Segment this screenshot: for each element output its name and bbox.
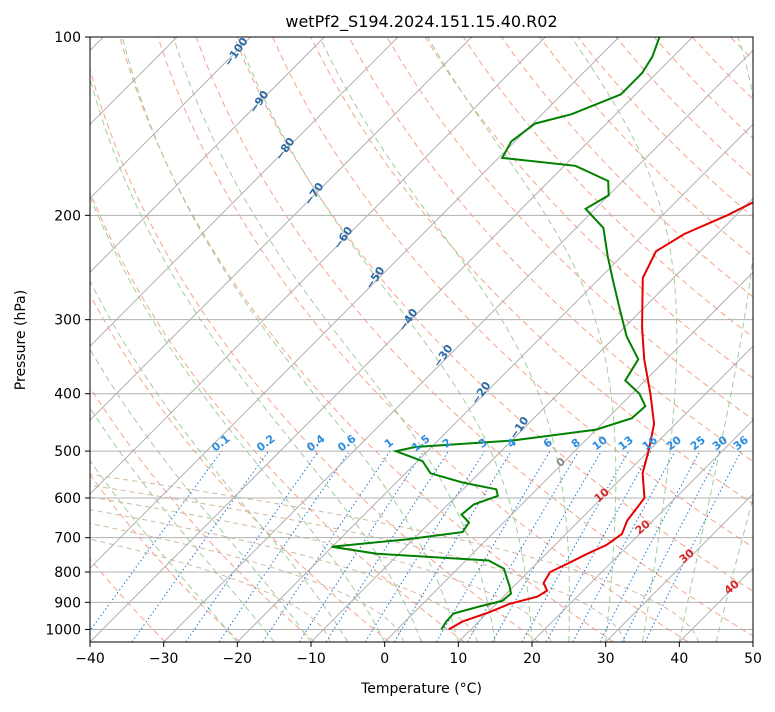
dry-adiabat: [5, 37, 389, 642]
x-tick-label: −30: [149, 651, 179, 667]
mixing-ratio-label: 8: [569, 436, 583, 451]
dry-adiabat: [387, 37, 775, 642]
isotherm-gridline: [385, 37, 775, 642]
x-axis-ticks: −40 −30 −20 −10 0 10 20 30 40 50: [75, 642, 762, 667]
dry-adiabat: [769, 37, 775, 642]
ept-line: [0, 37, 478, 642]
x-axis-label: Temperature (°C): [360, 681, 482, 697]
ept-label: 20: [633, 517, 653, 537]
mixing-ratio-label: 1: [382, 436, 396, 451]
dry-adiabat: [0, 37, 315, 642]
y-tick-label: 700: [54, 531, 81, 547]
y-tick-label: 1000: [45, 622, 81, 638]
dry-adiabat: [158, 37, 688, 642]
y-axis-label: Pressure (hPa): [13, 290, 29, 390]
chart-title: wetPf2_S194.2024.151.15.40.R02: [285, 12, 557, 32]
isotherm-gridline: [679, 37, 775, 642]
mixing-ratio-label: 36: [731, 433, 751, 453]
background-lines: [0, 37, 775, 642]
isotherm-gridline: [90, 37, 693, 642]
y-tick-label: 300: [54, 313, 81, 329]
plot-frame: [90, 37, 753, 642]
isentrope-label: −20: [469, 379, 494, 407]
ept-label: 10: [592, 485, 612, 505]
x-tick-label: −40: [75, 651, 105, 667]
y-tick-label: 400: [54, 387, 81, 403]
dry-adiabat: [311, 37, 775, 642]
temperature-profile: [449, 37, 775, 629]
mixing-ratio-line: [82, 451, 222, 642]
ept-label: 0: [554, 455, 568, 470]
moist-adiabat: [122, 37, 458, 642]
y-tick-label: 800: [54, 565, 81, 581]
y-tick-label: 600: [54, 491, 81, 507]
mixing-ratio-label: 16: [640, 433, 660, 453]
dry-adiabat: [425, 37, 775, 642]
isentrope-label: −80: [273, 135, 298, 163]
mixing-ratio-label: 13: [616, 433, 636, 453]
isentrope-label: −70: [302, 180, 327, 208]
dry-adiabat: [349, 37, 775, 642]
moist-adiabat: [0, 37, 311, 642]
isentrope-label: −90: [247, 88, 272, 116]
y-tick-label: 100: [54, 30, 81, 46]
x-tick-label: −10: [296, 651, 326, 667]
mixing-ratio-line: [219, 451, 349, 642]
mixing-ratio-line: [326, 451, 448, 642]
moist-adiabat: [716, 37, 775, 642]
moist-adiabat: [80, 37, 421, 642]
dry-adiabat: [463, 37, 775, 642]
ept-label: 40: [722, 577, 742, 597]
dry-adiabat: [654, 37, 775, 642]
isotherm-gridline: [0, 37, 398, 642]
isotherm-gridline: [458, 37, 775, 642]
mixing-ratio-line: [365, 451, 484, 642]
moist-adiabat: [0, 37, 237, 642]
x-tick-label: 40: [670, 651, 688, 667]
moist-adiabat: [0, 37, 274, 642]
x-tick-label: 0: [380, 651, 389, 667]
mixing-ratio-line: [522, 451, 629, 642]
ept-line: [0, 37, 404, 642]
y-axis-ticks: 100 200 300 400 500 600 700 800 900 1000: [45, 30, 90, 638]
isotherm-gridline: [0, 37, 545, 642]
isentrope-label: −60: [331, 224, 356, 252]
grid-lines: [0, 37, 775, 642]
mixing-ratio-label: 30: [710, 433, 730, 453]
x-tick-label: 10: [449, 651, 467, 667]
dry-adiabat: [196, 37, 763, 642]
mixing-ratio-line: [622, 451, 720, 642]
x-tick-label: 50: [744, 651, 762, 667]
dry-adiabat: [692, 37, 775, 642]
moist-adiabat: [45, 37, 385, 642]
dry-adiabat: [234, 37, 775, 642]
x-tick-label: 30: [597, 651, 615, 667]
dry-adiabat: [82, 37, 539, 642]
mixing-ratio-label: 25: [688, 433, 708, 453]
y-tick-label: 200: [54, 208, 81, 224]
y-tick-label: 500: [54, 444, 81, 460]
mixing-ratio-label: 10: [590, 433, 610, 453]
x-tick-label: 20: [523, 651, 541, 667]
ept-label: 30: [677, 546, 697, 566]
dry-adiabat: [0, 37, 240, 642]
mixing-ratio-line: [546, 451, 651, 642]
y-tick-label: 900: [54, 595, 81, 611]
mixing-ratio-line: [573, 451, 675, 642]
isentrope-label: −100: [222, 35, 251, 69]
mixing-ratio-label: 2: [440, 436, 454, 451]
mixing-ratio-label: 3: [476, 436, 490, 451]
x-tick-label: −20: [223, 651, 253, 667]
dry-adiabat: [501, 37, 775, 642]
mixing-ratio-label: 20: [664, 433, 684, 453]
isotherm-gridline: [753, 37, 775, 642]
isotherm-gridline: [164, 37, 767, 642]
